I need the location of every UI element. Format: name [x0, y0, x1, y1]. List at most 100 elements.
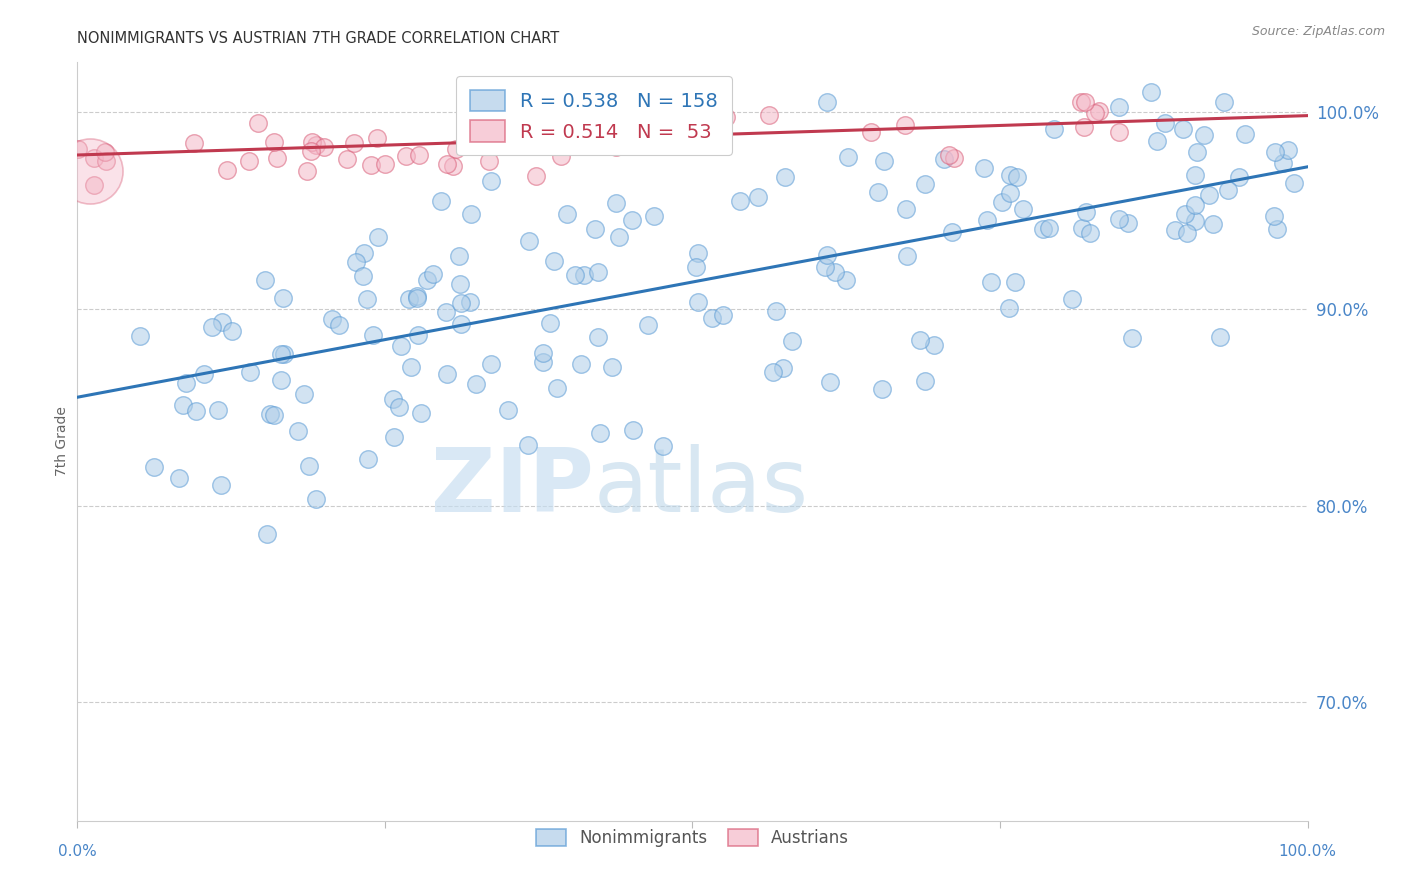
Point [1140, 85, 1163, 99]
Point [336, 152, 359, 166]
Text: ZIP: ZIP [432, 443, 595, 531]
Point [374, 157, 396, 171]
Point [815, 95, 838, 110]
Point [1271, 155, 1294, 169]
Point [441, 159, 464, 173]
Point [531, 355, 554, 369]
Point [1184, 198, 1206, 212]
Point [273, 347, 295, 361]
Point [184, 404, 207, 418]
Point [1264, 145, 1286, 159]
Point [422, 267, 444, 281]
Point [297, 163, 319, 178]
Point [83, 151, 105, 165]
Point [934, 152, 956, 166]
Point [546, 381, 568, 395]
Point [458, 295, 481, 310]
Point [415, 272, 437, 286]
Point [1108, 100, 1130, 114]
Point [450, 295, 472, 310]
Text: Source: ZipAtlas.com: Source: ZipAtlas.com [1251, 25, 1385, 38]
Point [312, 140, 335, 154]
Point [353, 246, 375, 260]
Text: 0.0%: 0.0% [58, 844, 97, 859]
Point [1201, 217, 1223, 231]
Point [406, 291, 429, 305]
Point [1174, 206, 1197, 220]
Point [976, 212, 998, 227]
Point [479, 173, 502, 187]
Point [824, 265, 846, 279]
Point [143, 459, 166, 474]
Point [1004, 275, 1026, 289]
Point [685, 260, 707, 274]
Point [991, 194, 1014, 209]
Point [1108, 212, 1130, 227]
Point [914, 375, 936, 389]
Point [620, 213, 643, 227]
Point [541, 122, 564, 136]
Point [394, 149, 416, 163]
Point [381, 392, 404, 407]
Point [652, 439, 675, 453]
Point [1153, 116, 1175, 130]
Point [762, 365, 785, 379]
Point [765, 303, 787, 318]
Point [1032, 222, 1054, 236]
Point [565, 132, 588, 146]
Point [1007, 169, 1029, 184]
Point [1277, 143, 1299, 157]
Point [259, 408, 281, 422]
Point [585, 123, 607, 137]
Point [298, 458, 321, 473]
Point [730, 194, 752, 208]
Point [209, 478, 232, 492]
Point [614, 136, 637, 151]
Point [169, 471, 191, 485]
Point [870, 382, 893, 396]
Point [66, 142, 89, 156]
Point [564, 268, 586, 282]
Point [1265, 221, 1288, 235]
Point [436, 367, 458, 381]
Text: 100.0%: 100.0% [1278, 844, 1337, 859]
Point [305, 491, 328, 506]
Point [998, 301, 1021, 315]
Point [270, 347, 292, 361]
Point [266, 151, 288, 165]
Point [1146, 134, 1168, 148]
Point [605, 139, 627, 153]
Point [1062, 292, 1084, 306]
Point [478, 129, 501, 144]
Point [866, 185, 889, 199]
Point [538, 316, 561, 330]
Point [271, 291, 294, 305]
Point [637, 318, 659, 333]
Point [814, 260, 837, 274]
Point [172, 397, 194, 411]
Point [589, 426, 612, 441]
Point [910, 333, 932, 347]
Point [550, 149, 572, 163]
Point [605, 196, 627, 211]
Point [572, 268, 595, 283]
Point [183, 136, 205, 151]
Point [479, 357, 502, 371]
Point [1175, 227, 1198, 241]
Point [299, 145, 322, 159]
Point [600, 359, 623, 374]
Point [700, 311, 723, 326]
Point [83, 178, 105, 193]
Point [688, 246, 710, 260]
Point [287, 424, 309, 438]
Point [1084, 106, 1107, 120]
Point [1070, 95, 1092, 109]
Point [747, 190, 769, 204]
Point [411, 406, 433, 420]
Point [569, 357, 592, 371]
Point [583, 136, 606, 151]
Point [408, 148, 430, 162]
Point [398, 292, 420, 306]
Point [1038, 220, 1060, 235]
Point [436, 157, 458, 171]
